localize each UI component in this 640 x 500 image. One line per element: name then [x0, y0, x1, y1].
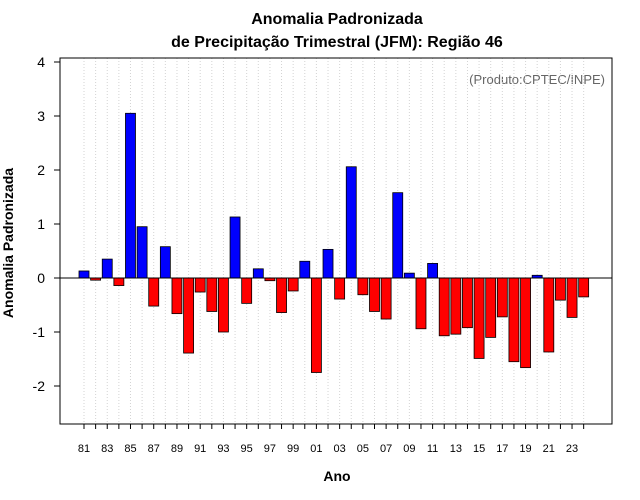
bar-86: [136, 226, 148, 279]
x-tick-label: 05: [357, 443, 369, 455]
x-tick-label: 89: [171, 443, 183, 455]
bar-24: [578, 277, 590, 298]
bar-89: [171, 277, 183, 315]
bar-19: [520, 277, 531, 369]
x-tick-label: 97: [264, 443, 276, 455]
bar-15: [473, 277, 485, 359]
bar-09: [403, 272, 415, 279]
bar-07: [380, 277, 392, 320]
x-tick-label: 23: [566, 443, 578, 455]
y-tick-label: 3: [37, 108, 45, 124]
bar-87: [148, 277, 160, 307]
bar-06: [369, 277, 380, 312]
y-tick-label: -2: [33, 378, 46, 394]
x-tick-label: 11: [427, 443, 438, 455]
bars-group: [78, 112, 590, 373]
x-tick-label: 17: [496, 443, 508, 455]
bar-92: [206, 277, 218, 312]
bar-11: [427, 263, 439, 279]
bar-21: [543, 277, 555, 353]
x-tick-label: 07: [380, 443, 392, 455]
y-tick-label: 0: [37, 270, 45, 286]
bar-83: [101, 258, 113, 279]
x-axis-label: Ano: [323, 468, 350, 484]
bar-02: [322, 248, 334, 279]
x-tick-label: 15: [473, 443, 485, 455]
bar-84: [113, 277, 125, 286]
bar-96: [252, 268, 264, 279]
x-tick-label: 03: [334, 443, 346, 455]
y-tick-label: -1: [33, 324, 46, 340]
x-tick-label: 09: [403, 443, 415, 455]
x-axis-ticks: 81 83 85 87 89 91 93 95 97 99 01 03 05 07 09 11 13 15 17 19…: [78, 424, 585, 455]
bar-01: [310, 277, 322, 373]
bar-17: [496, 277, 508, 318]
bar-91: [194, 277, 206, 293]
bar-93: [218, 277, 229, 333]
y-tick-label: 1: [37, 216, 45, 232]
bar-04: [345, 166, 357, 279]
chart-title-line-2: de Precipitação Trimestral (JFM): Região…: [171, 34, 503, 51]
bar-23: [566, 277, 578, 318]
x-tick-label: 01: [310, 443, 322, 455]
bar-13: [450, 277, 462, 335]
x-tick-label: 21: [543, 443, 555, 455]
x-tick-label: 91: [194, 443, 206, 455]
bar-08: [392, 192, 404, 279]
vertical-gridlines: [83, 58, 585, 424]
bar-94: [229, 216, 241, 279]
bar-90: [183, 277, 194, 354]
bar-88: [159, 246, 171, 279]
y-tick-label: 2: [37, 162, 45, 178]
bar-05: [357, 277, 369, 296]
bar-14: [462, 277, 473, 329]
x-tick-label: 95: [241, 443, 253, 455]
x-tick-label: 99: [287, 443, 299, 455]
bar-22: [555, 277, 566, 301]
plot-frame: [59, 57, 613, 425]
bar-03: [334, 277, 346, 300]
chart-title-line-1: Anomalia Padronizada: [251, 11, 423, 28]
bar-00: [299, 260, 311, 279]
bar-99: [287, 277, 299, 292]
bar-95: [241, 277, 253, 304]
x-tick-label: 19: [519, 443, 531, 455]
x-tick-label: 81: [78, 443, 90, 455]
y-axis-ticks: -2 -1 0 1 2 3 4: [33, 54, 60, 394]
y-axis-label: Anomalia Padronizada: [0, 168, 16, 318]
bar-16: [485, 277, 497, 338]
x-tick-label: 83: [101, 443, 113, 455]
x-tick-label: 87: [148, 443, 160, 455]
x-tick-label: 85: [124, 443, 136, 455]
x-tick-label: 13: [450, 443, 462, 455]
bar-12: [438, 277, 450, 337]
bar-85: [125, 112, 136, 279]
bar-98: [276, 277, 287, 313]
bar-10: [415, 277, 427, 330]
x-tick-label: 93: [217, 443, 229, 455]
bar-81: [78, 270, 90, 279]
bar-18: [508, 277, 520, 363]
y-tick-label: 4: [37, 54, 45, 70]
